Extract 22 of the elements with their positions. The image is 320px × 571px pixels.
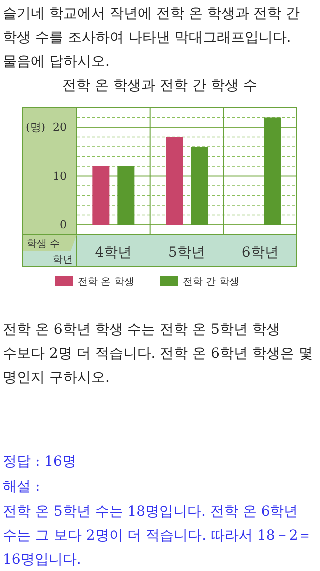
text: 정답 : 16명	[3, 453, 78, 472]
x-tick-label: 6학년	[242, 245, 279, 261]
text: 전학 온 5학년 수는 18명입니다. 전학 온 6학년 수는 그 보다 2명이 더 적습니다. 따라서 18－2＝16명입니다.	[3, 503, 314, 570]
bar	[118, 166, 135, 225]
y-tick-label: 10	[53, 170, 67, 183]
legend-label: 전학 온 학생	[78, 277, 134, 288]
y-tick-label: 20	[53, 121, 67, 134]
text: 해설 :	[3, 478, 42, 497]
chart-title: 전학 온 학생과 전학 간 학생 수	[62, 78, 258, 94]
x-tick-label: 5학년	[168, 245, 206, 261]
text: (명)	[26, 121, 46, 134]
x-axis-title: 학년	[53, 255, 73, 266]
text: 슬기네 학교에서 작년에 전학 온 학생과 전학 간 학생 수를 조사하여 나타낸 막대그래프입니다. 물음에 답하시오.	[3, 5, 302, 72]
text: 전학 온 6학년 학생 수는 전학 온 5학년 학생 수보다 2명 더 적습니다. 전학 온 6학년 학생은 몇 명인지 구하시오.	[3, 321, 314, 388]
bar	[264, 118, 282, 225]
legend-label: 전학 간 학생	[183, 277, 240, 288]
bar	[191, 147, 208, 225]
x-tick-label: 4학년	[95, 245, 132, 261]
bar	[92, 166, 110, 225]
bar	[166, 137, 183, 225]
y-axis-title: 학생 수	[27, 239, 60, 250]
y-tick-label: 0	[60, 218, 67, 232]
